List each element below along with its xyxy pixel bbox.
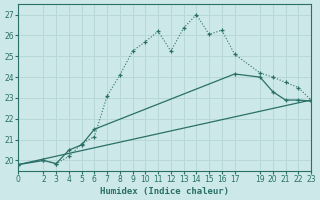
X-axis label: Humidex (Indice chaleur): Humidex (Indice chaleur) [100,187,229,196]
